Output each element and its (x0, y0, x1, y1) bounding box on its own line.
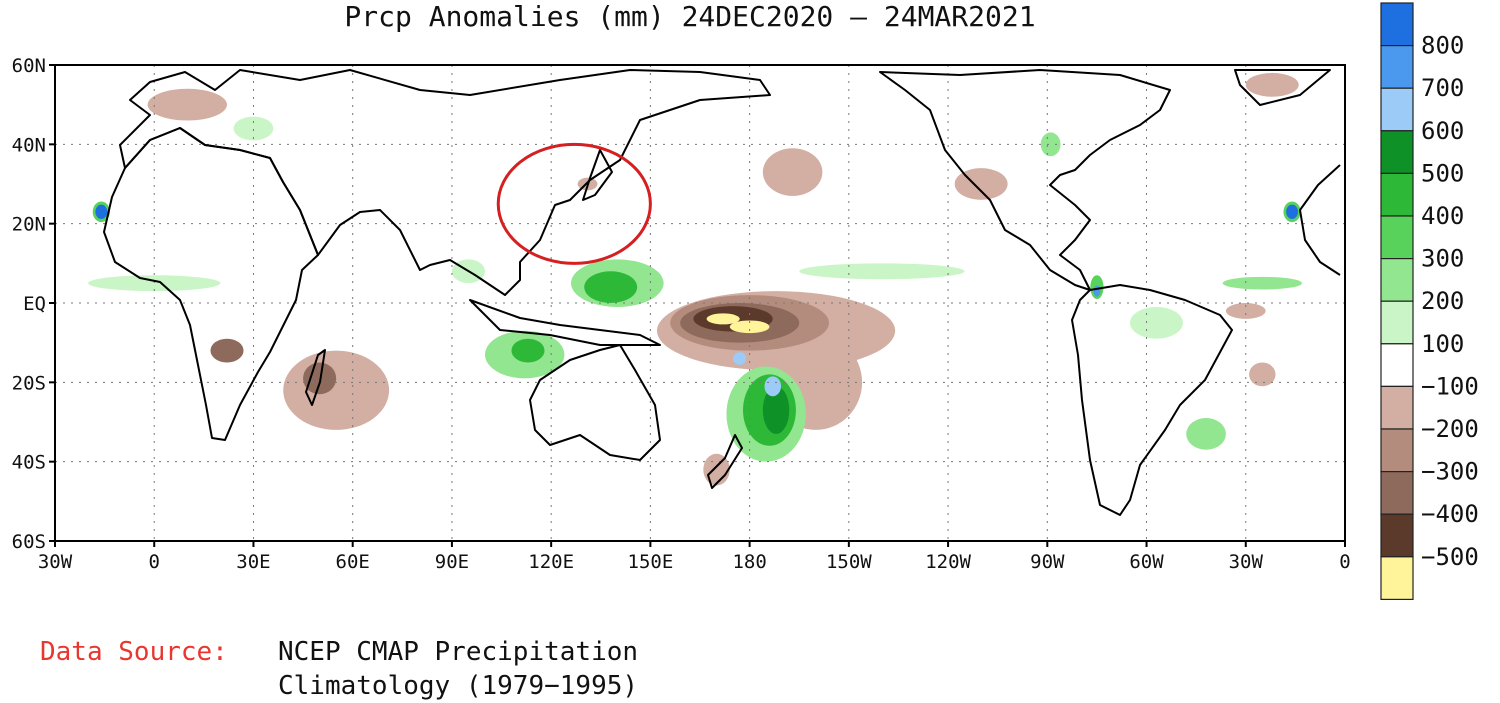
south-america-coastline (1071, 284, 1233, 516)
legend-color-bin (1380, 385, 1414, 430)
new-zealand-coastline (707, 434, 743, 489)
africa-coastline-wrap (1299, 164, 1341, 276)
anomaly-blob (1222, 276, 1303, 290)
world-map: 30W 0 30E 60E 90E 120E 150E 180 150W 120W 90W 60W 30… (12, 55, 1351, 573)
greenland-coastline (1234, 69, 1331, 106)
longitude-tick-label: 30W (1229, 551, 1264, 573)
legend-color-bin (1380, 44, 1414, 89)
legend-color-bin (1380, 172, 1414, 217)
longitude-tick-label: 60E (336, 551, 370, 573)
longitude-tick-label: 150E (628, 551, 674, 573)
latitude-tick-label: 40S (12, 452, 46, 474)
legend-color-bin (1380, 556, 1414, 600)
anomaly-blob (706, 313, 740, 325)
legend-bin-label: −500 (1421, 543, 1479, 571)
legend-bin-label: 800 (1421, 32, 1464, 60)
legend-color-bin (1380, 258, 1414, 302)
highlight-layer (496, 142, 652, 265)
latitude-tick-label: 20N (12, 214, 46, 236)
coastlines (103, 69, 1341, 516)
legend-bin-label: 600 (1421, 117, 1464, 145)
legend-color-bin (1380, 513, 1414, 558)
colorbar-legend: 800 700 600 500 400 300 200 100 −100 −200 −300 −400… (1380, 2, 1479, 600)
legend-color-bin (1380, 428, 1414, 473)
anomaly-blob (733, 352, 747, 365)
anomaly-blob (954, 168, 1008, 200)
longitude-tick-label: 120W (925, 551, 971, 573)
data-source-note: Data Source: NCEP CMAP Precipitation Cli… (40, 637, 638, 701)
data-source-label: Data Source: (40, 637, 228, 667)
anomaly-blob (584, 271, 638, 303)
anomaly-blob (1186, 418, 1226, 450)
longitude-tick-label: 60W (1129, 551, 1164, 573)
figure-title: Prcp Anomalies (mm) 24DEC2020 — 24MAR202… (344, 0, 1035, 33)
japan-coastline (582, 149, 613, 201)
legend-bin-label: −400 (1421, 500, 1479, 528)
latitude-tick-label: 40N (12, 134, 46, 156)
anomaly-blob (95, 204, 108, 219)
legend-color-bin (1380, 87, 1414, 132)
legend-bin-label: 400 (1421, 202, 1464, 230)
legend-color-bin (1380, 130, 1414, 175)
anomaly-blob (1130, 306, 1183, 339)
anomaly-blob (762, 148, 823, 196)
highlight-circle (496, 142, 652, 265)
latitude-tick-label: 60S (12, 531, 46, 553)
anomaly-blob (1249, 362, 1276, 387)
anomaly-blob (729, 320, 770, 334)
eurasia-coastline (119, 69, 771, 296)
anomaly-blob (1245, 72, 1299, 97)
legend-bin-label: 200 (1421, 287, 1464, 315)
longitude-tick-label: 0 (1339, 551, 1350, 573)
legend-color-bin (1380, 343, 1414, 387)
latitude-tick-label: 60N (12, 55, 46, 77)
latitude-axis-labels: 60N 40N 20N EQ 20S 40S 60S (12, 55, 55, 553)
longitude-tick-label: 0 (149, 551, 160, 573)
legend-color-bin (1380, 471, 1414, 515)
anomaly-blob (1040, 132, 1061, 157)
maritime-continent-coastline (469, 299, 661, 346)
data-source-line-2: Climatology (1979−1995) (278, 671, 638, 701)
australia-coastline (529, 344, 661, 461)
longitude-tick-label: 90E (435, 551, 469, 573)
legend-color-bin (1380, 215, 1414, 260)
legend-bin-label: 500 (1421, 159, 1464, 187)
longitude-tick-label: 30E (236, 551, 270, 573)
anomaly-blob (511, 338, 545, 363)
anomaly-blob (1093, 285, 1101, 297)
longitude-axis-labels: 30W 0 30E 60E 90E 120E 150E 180 150W 120W 90W 60W 30… (38, 541, 1351, 573)
longitude-tick-label: 180 (732, 551, 766, 573)
longitude-tick-label: 90W (1030, 551, 1065, 573)
legend-bin-label: −200 (1421, 415, 1479, 443)
legend-bin-label: 100 (1421, 330, 1464, 358)
anomaly-blob (764, 376, 782, 397)
madagascar-coastline (305, 349, 326, 406)
legend-color-bin (1380, 300, 1414, 345)
longitude-tick-label: 30W (38, 551, 73, 573)
anomaly-blob (210, 338, 244, 363)
legend-bin-label: 700 (1421, 74, 1464, 102)
anomaly-blob (283, 350, 390, 430)
anomaly-blob (799, 263, 965, 280)
anomaly-blob (147, 88, 227, 121)
legend-bin-label: −300 (1421, 458, 1479, 486)
data-source-line-1: NCEP CMAP Precipitation (278, 637, 638, 667)
longitude-tick-label: 120E (528, 551, 574, 573)
latitude-tick-label: 20S (12, 372, 46, 394)
north-america-coastline (879, 69, 1171, 291)
anomaly-blob (1286, 204, 1299, 219)
anomaly-blob (233, 116, 274, 141)
anomaly-shading-layer (88, 72, 1303, 486)
longitude-tick-label: 150W (826, 551, 872, 573)
anomaly-blob (88, 275, 221, 292)
legend-color-bin (1380, 2, 1414, 47)
latitude-tick-label: EQ (23, 293, 46, 315)
anomaly-blob (1225, 303, 1266, 319)
legend-bin-label: 300 (1421, 245, 1464, 273)
legend-bin-label: −100 (1421, 372, 1479, 400)
anomaly-blob (762, 386, 790, 434)
